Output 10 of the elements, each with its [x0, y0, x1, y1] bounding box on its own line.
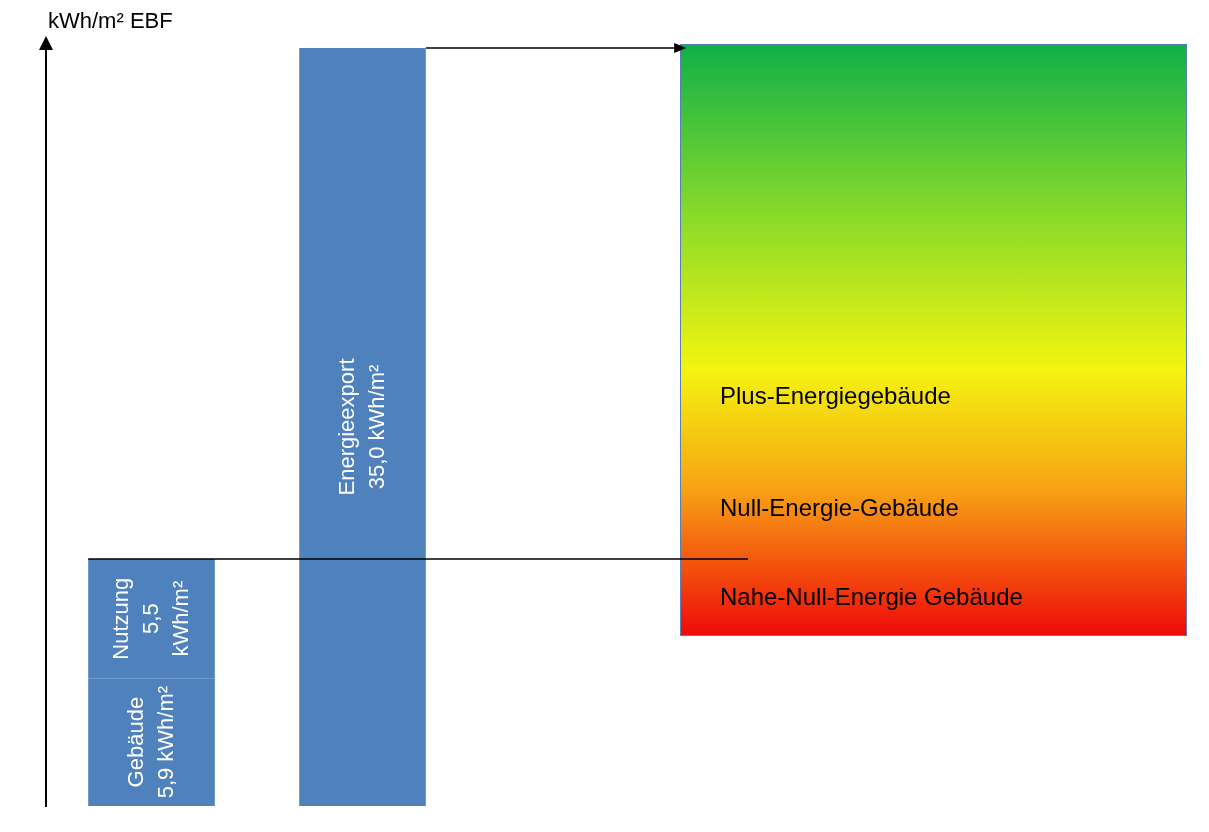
- data-label: 5,5 kWh/m²: [137, 580, 193, 657]
- data-label: 35,0 kWh/m²: [363, 364, 389, 490]
- y-axis-title: kWh/m² EBF: [48, 8, 173, 34]
- data-label: 5,9 kWh/m²: [152, 685, 178, 799]
- text: Nahe-Null-Energie Gebäude: [720, 582, 1023, 611]
- series-label: Nutzung: [107, 577, 133, 660]
- text: Null-Energie-Gebäude: [720, 494, 959, 523]
- text: Plus-Energiegebäude: [720, 382, 951, 410]
- series-label: Gebäude: [122, 696, 148, 788]
- series-label: Energieexport: [333, 358, 359, 496]
